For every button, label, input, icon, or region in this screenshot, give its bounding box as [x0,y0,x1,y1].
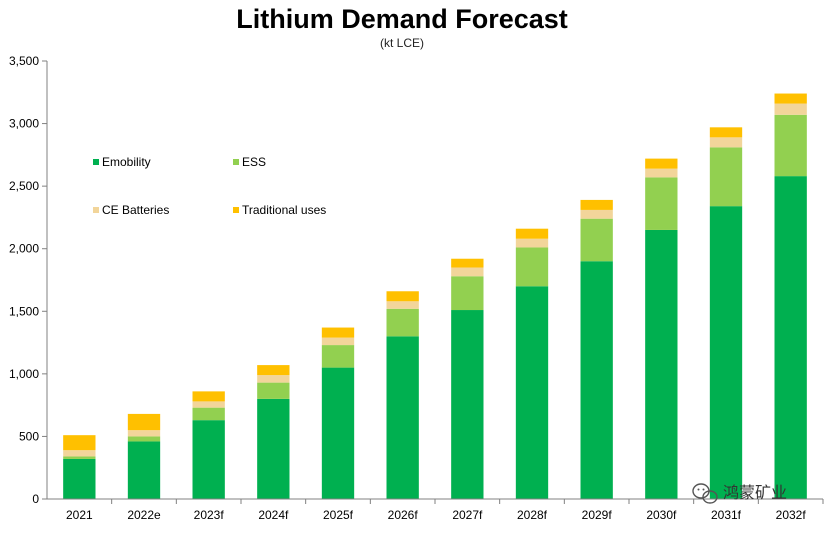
bar-ess-2029f [580,218,613,262]
bar-ess-2028f [515,247,549,287]
bar-emobility-2028f [515,286,549,499]
bar-traditional-uses-2032f [774,93,807,104]
chart-title: Lithium Demand Forecast [236,4,568,34]
x-tick-label: 2028f [517,508,548,522]
bar-ess-2031f [709,147,743,207]
bar-ess-2030f [645,177,678,230]
x-tick-label: 2023f [194,508,225,522]
bar-traditional-uses-2030f [645,158,678,169]
x-tick-label: 2025f [323,508,354,522]
bar-ce-batteries-2032f [774,103,807,115]
bar-ce-batteries-2027f [451,267,484,277]
bar-emobility-2030f [645,229,678,499]
x-tick-label: 2022e [127,508,161,522]
bar-ess-2025f [321,345,355,368]
bars-group [63,93,807,500]
chart-subtitle: (kt LCE) [380,36,424,50]
legend-label: CE Batteries [102,203,169,217]
bar-traditional-uses-2026f [386,291,419,302]
x-tick-label: 2024f [258,508,289,522]
bar-ess-2023f [192,407,225,421]
legend-swatch [233,159,239,165]
legend-label: ESS [242,155,266,169]
bar-ce-batteries-2022e [127,430,161,437]
bar-traditional-uses-2023f [192,391,225,402]
legend-swatch [93,159,99,165]
bar-ce-batteries-2023f [192,401,225,408]
x-tick-label: 2031f [711,508,742,522]
bar-ess-2024f [257,382,290,399]
bar-emobility-2026f [386,336,419,499]
bar-emobility-2022e [127,441,161,499]
bar-ess-2022e [127,436,161,442]
legend-swatch [233,207,239,213]
bar-ess-2032f [774,114,807,177]
x-tick-label: 2032f [776,508,807,522]
bar-emobility-2024f [257,398,290,499]
bar-traditional-uses-2028f [515,228,549,239]
legend-label: Emobility [102,155,151,169]
bar-traditional-uses-2031f [709,127,743,138]
x-tick-label: 2021 [66,508,93,522]
bar-traditional-uses-2027f [451,258,484,268]
y-tick-label: 1,500 [9,304,39,318]
bar-ce-batteries-2029f [580,209,613,219]
bar-ess-2027f [451,276,484,311]
y-tick-label: 500 [19,429,39,443]
bar-traditional-uses-2025f [321,327,355,338]
watermark: 鸿蒙矿业 [692,483,787,504]
watermark-text: 鸿蒙矿业 [723,484,787,502]
bar-ce-batteries-2030f [645,168,678,178]
y-tick-label: 0 [32,492,39,506]
y-tick-label: 2,000 [9,242,39,256]
bar-traditional-uses-2029f [580,199,613,210]
bar-ce-batteries-2021 [63,450,96,457]
bar-ess-2026f [386,308,419,337]
legend-label: Traditional uses [242,203,326,217]
bar-traditional-uses-2021 [63,435,96,451]
legend-swatch [93,207,99,213]
bar-emobility-2021 [63,458,96,499]
bar-emobility-2032f [774,176,807,500]
bar-ce-batteries-2028f [515,238,549,248]
bar-emobility-2025f [321,367,355,499]
bar-emobility-2027f [451,310,484,499]
x-tick-label: 2029f [582,508,613,522]
bar-traditional-uses-2024f [257,365,290,376]
y-tick-label: 3,000 [9,117,39,131]
y-tick-label: 3,500 [9,54,39,68]
bar-traditional-uses-2022e [127,413,161,431]
x-axis: 2021 2022e 2023f 2024f 2025f 2026f 2027f 2028f 2… [47,498,824,522]
bar-ce-batteries-2024f [257,375,290,383]
bar-ess-2021 [63,456,96,459]
bar-ce-batteries-2025f [321,337,355,346]
x-tick-label: 2026f [388,508,419,522]
y-axis: 0 500 1,000 1,500 2,000 2,500 3,000 3,500 [9,54,48,506]
bar-emobility-2031f [709,206,743,499]
bar-ce-batteries-2026f [386,301,419,309]
x-tick-label: 2027f [452,508,483,522]
y-tick-label: 1,000 [9,367,39,381]
bar-emobility-2029f [580,261,613,499]
legend: Emobility ESS CE Batteries Traditional uses [93,155,326,217]
bar-ce-batteries-2031f [709,137,743,148]
x-tick-label: 2030f [646,508,677,522]
y-tick-label: 2,500 [9,179,39,193]
wechat-icon [692,483,718,504]
bar-emobility-2023f [192,420,225,499]
